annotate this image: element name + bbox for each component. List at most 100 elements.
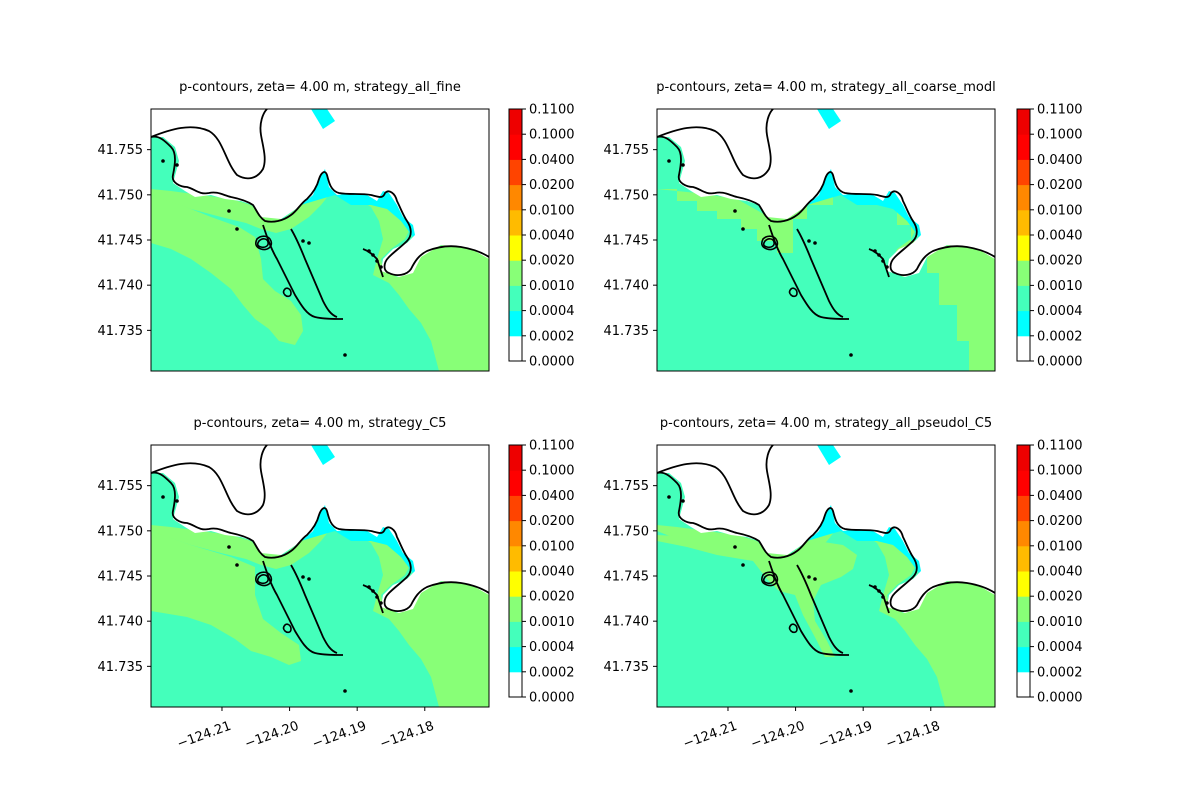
colorbar-tick-label: 0.0004	[529, 640, 575, 655]
colorbar-tick-label: 0.0002	[1037, 329, 1083, 344]
region-0.0010-0.0020	[151, 181, 489, 371]
x-tick-label: −124.21	[175, 719, 233, 752]
coastline-2	[768, 560, 850, 656]
coastline-3	[796, 564, 844, 654]
colorbar-tick-label: 0.0020	[529, 590, 575, 605]
coastline-3	[290, 228, 338, 318]
rock-marker-1	[667, 159, 671, 163]
colorbar-segment-9	[509, 445, 522, 471]
coastline-2	[262, 224, 344, 320]
colorbar-tick-label: 0.0004	[1037, 304, 1083, 319]
coastline-2	[262, 560, 344, 656]
colorbar-tick-label: 0.0000	[529, 691, 575, 706]
colorbar-tick-label: 0.0200	[1037, 178, 1083, 193]
rock-marker-8	[873, 585, 877, 589]
y-tick-label: 41.735	[98, 324, 144, 339]
region-0.0010-0.0020-extra	[151, 531, 301, 665]
island-contour-3	[788, 287, 798, 298]
rock-marker-3	[227, 545, 231, 549]
rock-marker-8	[873, 249, 877, 253]
colorbar-segment-3	[1017, 260, 1030, 286]
coastline-1	[151, 471, 489, 612]
region-0.0000-0.0002	[657, 109, 995, 277]
region-0.0010-0.0020	[151, 517, 489, 707]
rock-marker-5	[343, 353, 347, 357]
island-contour-3	[282, 287, 292, 298]
colorbar-tick-label: 0.1100	[529, 439, 575, 454]
rock-marker-9	[877, 253, 881, 257]
panel-title: p-contours, zeta= 4.00 m, strategy_all_p…	[660, 416, 992, 431]
region-0.0000-0.0002	[151, 109, 489, 277]
colorbar-segment-3	[1017, 596, 1030, 622]
colorbar-segment-7	[1017, 495, 1030, 522]
y-tick-label: 41.755	[98, 143, 144, 158]
colorbar-segment-3	[509, 596, 522, 622]
colorbar-tick-label: 0.1000	[1037, 128, 1083, 143]
colorbar-segment-2	[509, 621, 522, 648]
rock-marker-10	[881, 259, 885, 263]
coastline-3	[290, 564, 338, 654]
x-tick-label: −124.19	[816, 719, 874, 752]
colorbar-segment-1	[509, 310, 522, 337]
y-tick-label: 41.740	[604, 615, 650, 630]
colorbar-segment-7	[509, 495, 522, 522]
panel-title: p-contours, zeta= 4.00 m, strategy_all_c…	[656, 80, 995, 95]
colorbar-tick-label: 0.0200	[1037, 514, 1083, 529]
colorbar-tick-label: 0.1000	[529, 128, 575, 143]
rock-marker-10	[375, 259, 379, 263]
region-0.0002-0.0004-inlet	[311, 109, 335, 129]
region-0.0000-0.0002-north	[883, 445, 995, 515]
rock-marker-6	[301, 575, 305, 579]
colorbar-segment-9	[1017, 109, 1030, 135]
colorbar-segment-8	[1017, 470, 1030, 496]
rock-marker-1	[161, 495, 165, 499]
coastline-3	[796, 228, 844, 318]
colorbar-tick-label: 0.0100	[1037, 203, 1083, 218]
map-plot-area	[151, 445, 489, 707]
colorbar-tick-label: 0.1100	[1037, 439, 1083, 454]
rock-marker-9	[371, 253, 375, 257]
rock-marker-11	[885, 265, 889, 269]
colorbar-segment-9	[1017, 445, 1030, 471]
rock-marker-7	[813, 241, 817, 245]
colorbar-tick-label: 0.0000	[1037, 355, 1083, 370]
island-contour-1	[255, 235, 273, 251]
rock-marker-10	[375, 595, 379, 599]
y-tick-label: 41.750	[604, 188, 650, 203]
colorbar-tick-label: 0.0200	[529, 178, 575, 193]
colorbar-segment-7	[509, 159, 522, 186]
rock-marker-3	[227, 209, 231, 213]
region-0.0000-0.0002-north	[883, 109, 995, 179]
map-plot-area	[657, 445, 995, 707]
region-0.0002-0.0004-inlet	[817, 445, 841, 465]
colorbar-tick-label: 0.0010	[1037, 279, 1083, 294]
y-tick-label: 41.745	[604, 234, 650, 249]
region-0.0000-0.0002	[657, 445, 995, 613]
colorbar-segment-8	[1017, 134, 1030, 160]
colorbar-tick-label: 0.0000	[529, 355, 575, 370]
colorbar-segment-8	[509, 470, 522, 496]
rock-marker-11	[379, 601, 383, 605]
region-0.0000-0.0002	[151, 445, 489, 613]
rock-marker-6	[807, 575, 811, 579]
map-plot-area	[657, 109, 995, 371]
colorbar-segment-6	[1017, 184, 1030, 211]
colorbar-segment-8	[509, 134, 522, 160]
colorbar-tick-label: 0.1000	[529, 464, 575, 479]
colorbar-segment-6	[509, 184, 522, 211]
x-tick-label: −124.19	[310, 719, 368, 752]
coastline-4	[151, 445, 268, 516]
colorbar-segment-0	[509, 671, 522, 698]
coastline-4	[657, 109, 774, 180]
colorbar-tick-label: 0.0040	[529, 565, 575, 580]
colorbar-segment-2	[1017, 621, 1030, 648]
island-contour-3	[788, 623, 798, 634]
region-0.0010-0.0020	[657, 517, 995, 707]
rock-marker-5	[849, 689, 853, 693]
colorbar-segment-4	[1017, 235, 1030, 261]
colorbar-segment-4	[509, 571, 522, 597]
region-0.0000-0.0002-north	[377, 445, 489, 515]
colorbar-segment-7	[1017, 159, 1030, 186]
y-tick-label: 41.735	[98, 660, 144, 675]
